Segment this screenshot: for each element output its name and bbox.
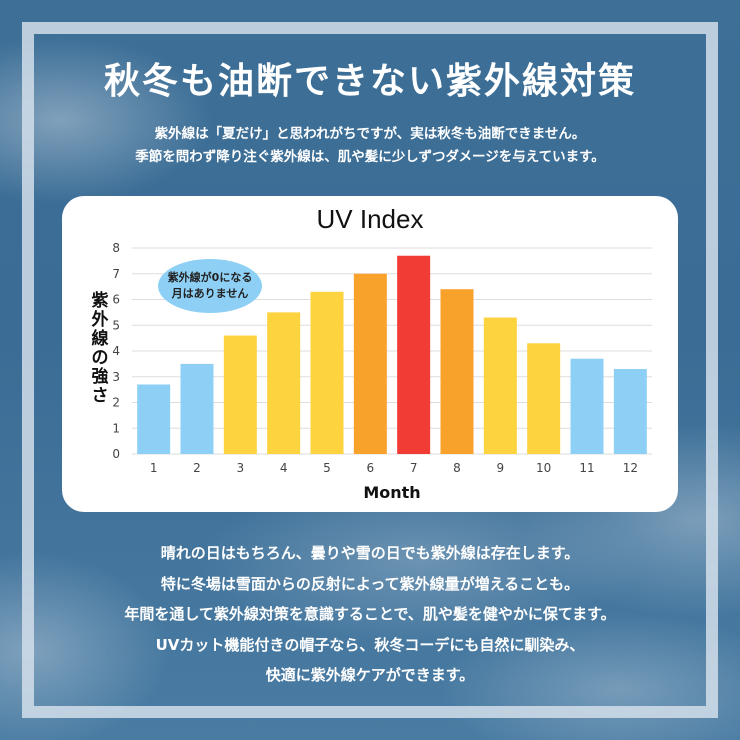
y-axis-label-char: 紫 (92, 290, 109, 311)
y-tick-label: 8 (112, 241, 120, 255)
intro-text: 紫外線は「夏だけ」と思われがちですが、実は秋冬も油断できません。 季節を問わず降… (0, 123, 740, 169)
x-tick-label: 2 (193, 461, 201, 475)
body-line: UVカット機能付きの帽子なら、秋冬コーデにも自然に馴染み、 (155, 635, 585, 654)
body-line: 年間を通して紫外線対策を意識することで、肌や髪を健やかに保てます。 (124, 605, 616, 623)
annotation-line: 紫外線が0になる (168, 270, 253, 284)
bar-month-4 (267, 312, 301, 454)
bar-month-8 (440, 289, 474, 454)
y-tick-label: 6 (112, 293, 120, 307)
page-title: 秋冬も油断できない紫外線対策 (103, 61, 636, 102)
x-axis-label: Month (363, 483, 420, 502)
y-axis-label-char: さ (92, 386, 109, 406)
x-tick-label: 11 (579, 461, 594, 475)
x-tick-label: 9 (497, 461, 505, 475)
x-tick-label: 10 (536, 461, 551, 475)
y-tick-label: 3 (112, 370, 120, 384)
body-line: 晴れの日はもちろん、曇りや雪の日でも紫外線は存在します。 (160, 544, 580, 562)
bar-month-10 (527, 343, 561, 454)
chart-title: UV Index (317, 204, 424, 234)
x-tick-label: 12 (623, 461, 638, 475)
bar-month-5 (310, 291, 344, 454)
y-tick-label: 0 (112, 447, 120, 461)
x-tick-label: 3 (237, 461, 245, 475)
annotation-line: 月はありません (171, 287, 249, 300)
x-tick-label: 5 (323, 461, 331, 475)
bar-month-6 (353, 273, 387, 454)
body-text: 晴れの日はもちろん、曇りや雪の日でも紫外線は存在します。 特に冬場は雪面からの反… (0, 538, 740, 691)
y-axis-label-char: 強 (92, 366, 109, 387)
y-axis-label-char: 外 (92, 309, 109, 330)
intro-line: 紫外線は「夏だけ」と思われがちですが、実は秋冬も油断できません。 (154, 126, 586, 142)
bar-month-2 (180, 363, 214, 454)
annotation-ellipse (158, 259, 262, 313)
bar-month-1 (137, 384, 171, 454)
body-line: 快適に紫外線ケアができます。 (265, 666, 475, 684)
bar-month-7 (397, 255, 431, 454)
y-axis-label-char: の (92, 348, 109, 368)
x-tick-label: 6 (367, 461, 375, 475)
y-axis-label-char: 線 (92, 328, 109, 349)
bar-month-11 (570, 358, 604, 454)
x-tick-label: 4 (280, 461, 288, 475)
x-tick-label: 7 (410, 461, 418, 475)
body-line: 特に冬場は雪面からの反射によって紫外線量が増えることも。 (160, 574, 580, 593)
y-tick-label: 1 (112, 421, 120, 435)
x-tick-label: 8 (453, 461, 461, 475)
x-tick-label: 1 (150, 461, 158, 475)
y-tick-label: 5 (112, 318, 120, 332)
y-tick-label: 4 (112, 344, 120, 358)
bar-month-3 (223, 335, 257, 454)
decorative-frame (22, 22, 718, 718)
y-tick-label: 7 (112, 267, 120, 281)
y-tick-label: 2 (112, 396, 120, 410)
intro-line: 季節を問わず降り注ぐ紫外線は、肌や髪に少しずつダメージを与えています。 (135, 149, 605, 165)
bar-month-9 (483, 317, 517, 454)
bar-month-12 (613, 369, 647, 454)
